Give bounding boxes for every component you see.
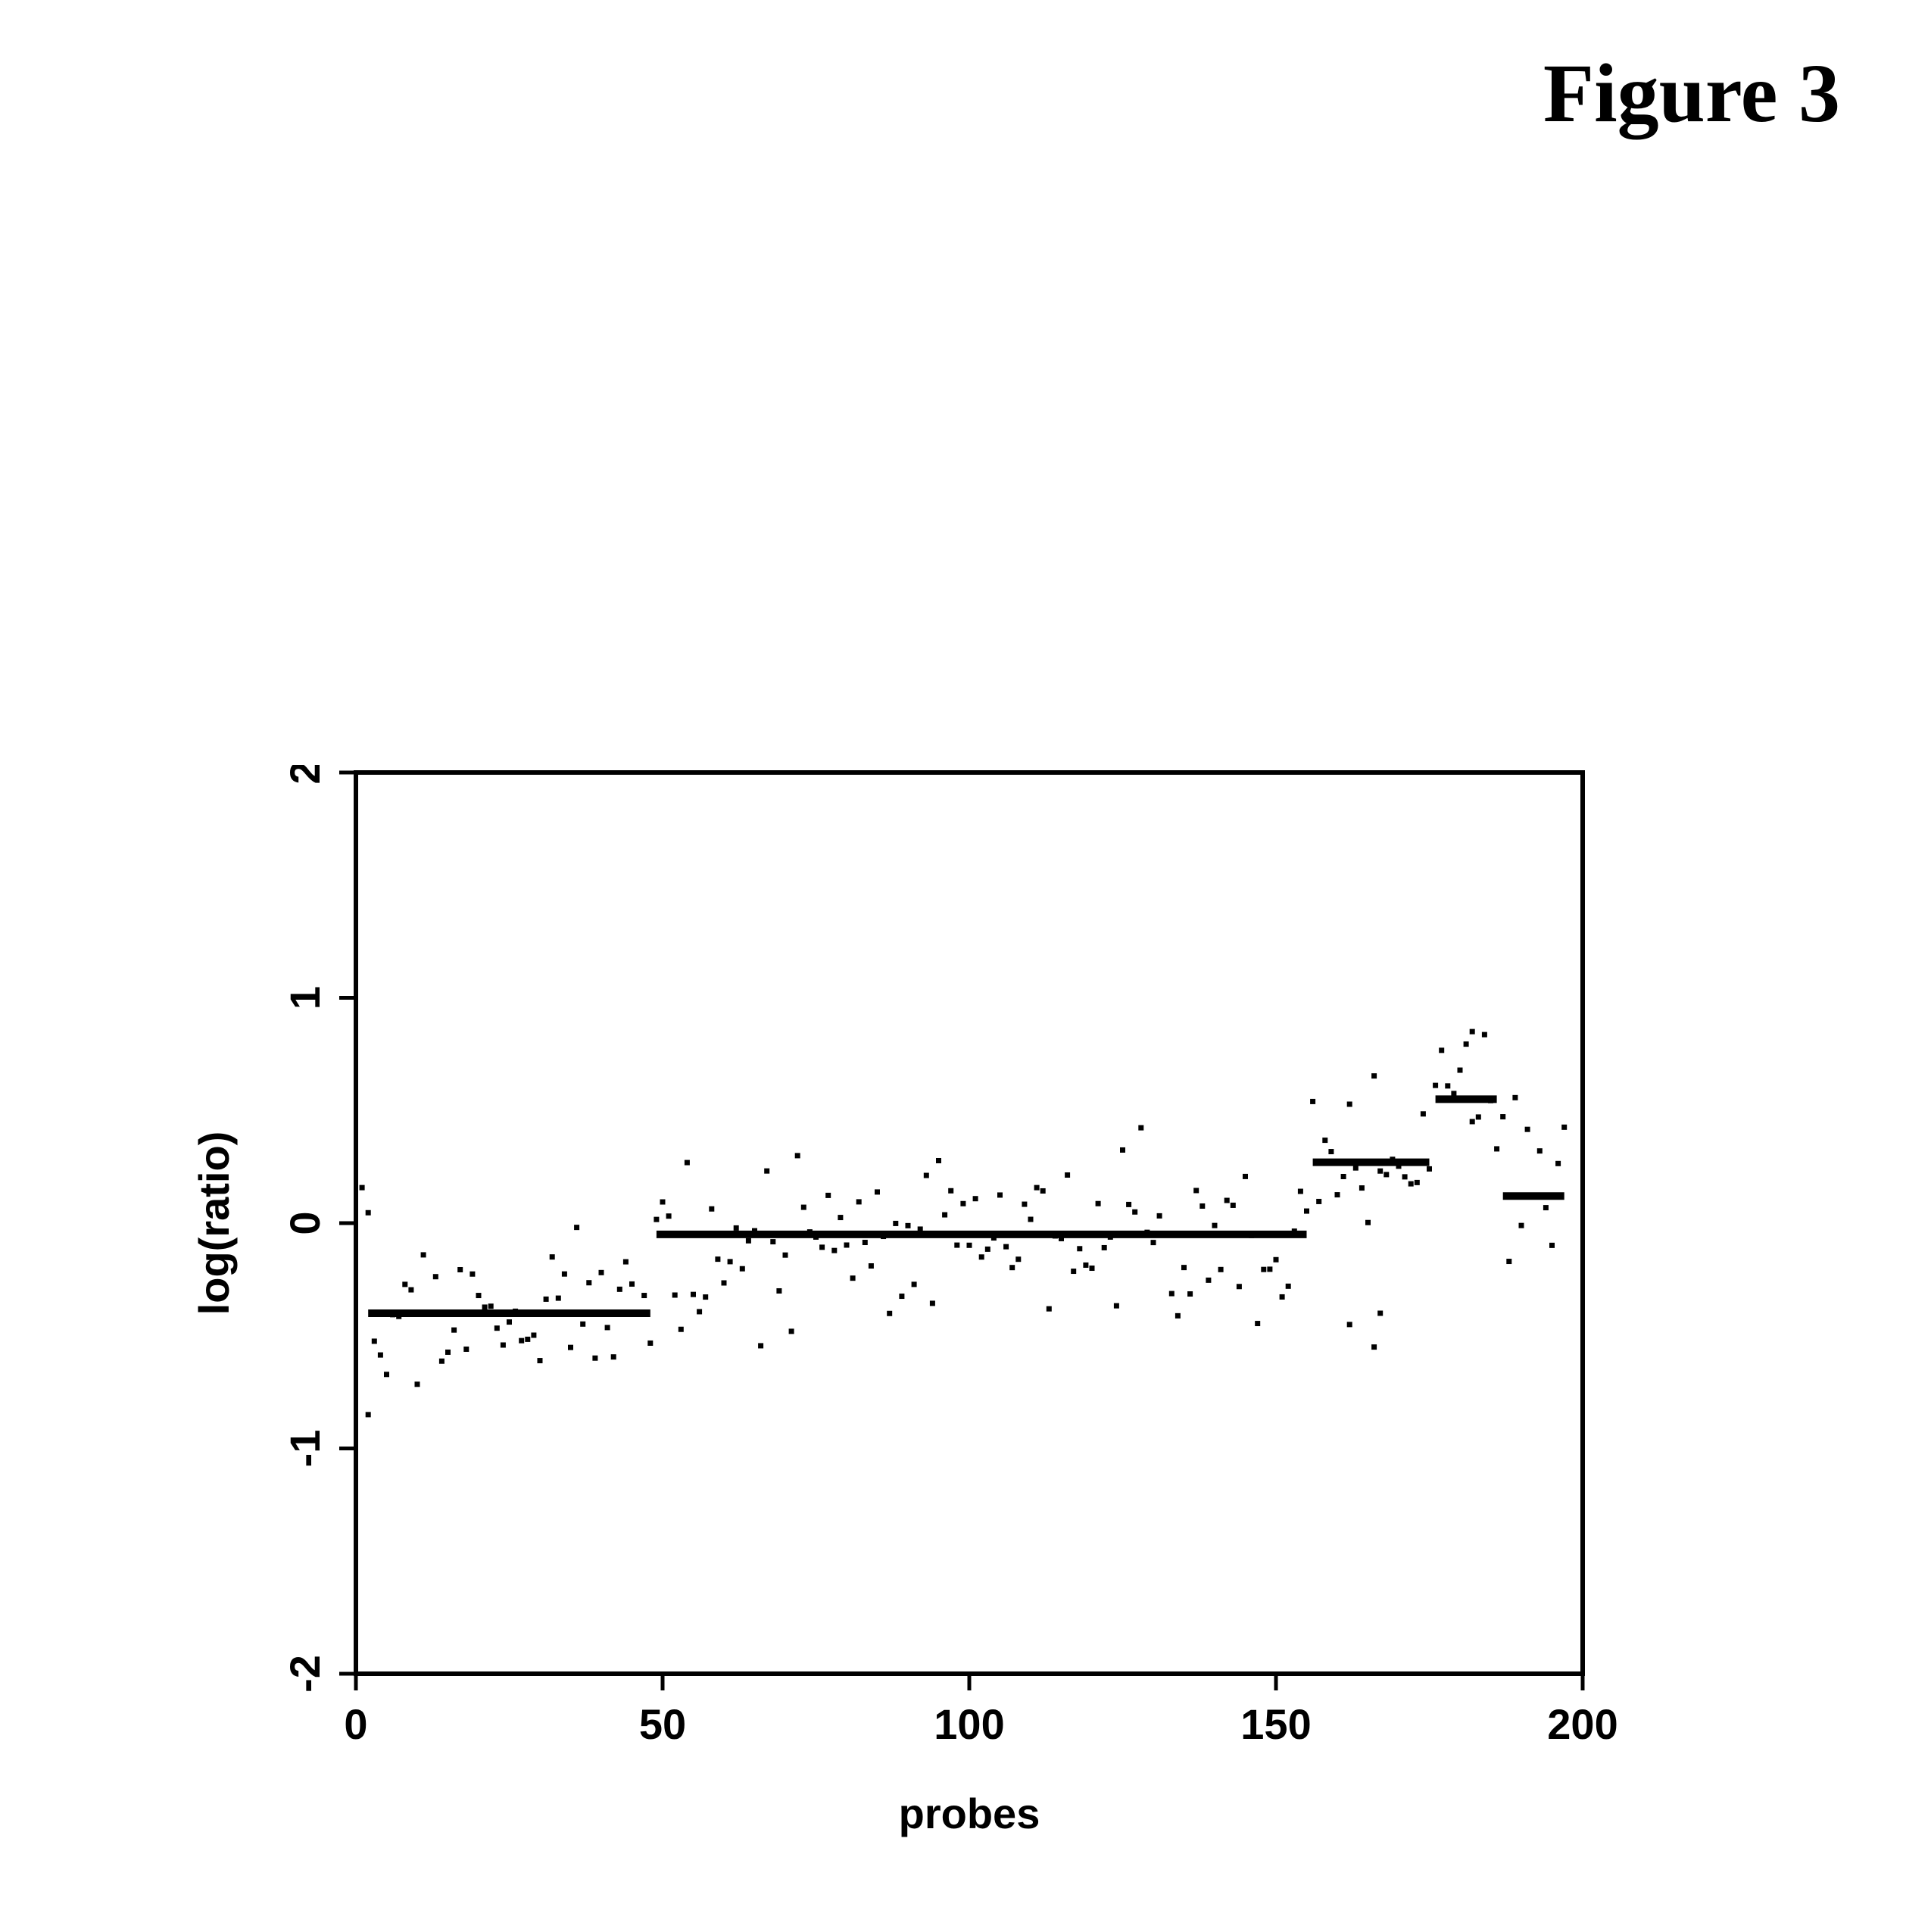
scatter-chart: 0 50 100 150 200 -2 -1 0 1 2 probes log(ratio) — [159, 765, 1643, 1901]
x-tick-label: 200 — [1547, 1700, 1617, 1748]
y-tick-label: 2 — [281, 765, 329, 785]
chart-svg: 0 50 100 150 200 -2 -1 0 1 2 probes log(ratio) — [159, 765, 1643, 1901]
y-tick-label: -2 — [281, 1655, 329, 1693]
x-axis-label: probes — [899, 1790, 1040, 1837]
y-axis-label: log(ratio) — [190, 1131, 238, 1316]
x-tick-label: 0 — [344, 1700, 367, 1748]
y-tick-label: 0 — [281, 1211, 329, 1234]
y-tick-label: -1 — [281, 1430, 329, 1468]
x-tick-label: 100 — [934, 1700, 1004, 1748]
x-tick-label: 50 — [639, 1700, 686, 1748]
y-tick-label: 1 — [281, 986, 329, 1010]
figure-title: Figure 3 — [1543, 45, 1840, 142]
x-tick-label: 150 — [1240, 1700, 1311, 1748]
